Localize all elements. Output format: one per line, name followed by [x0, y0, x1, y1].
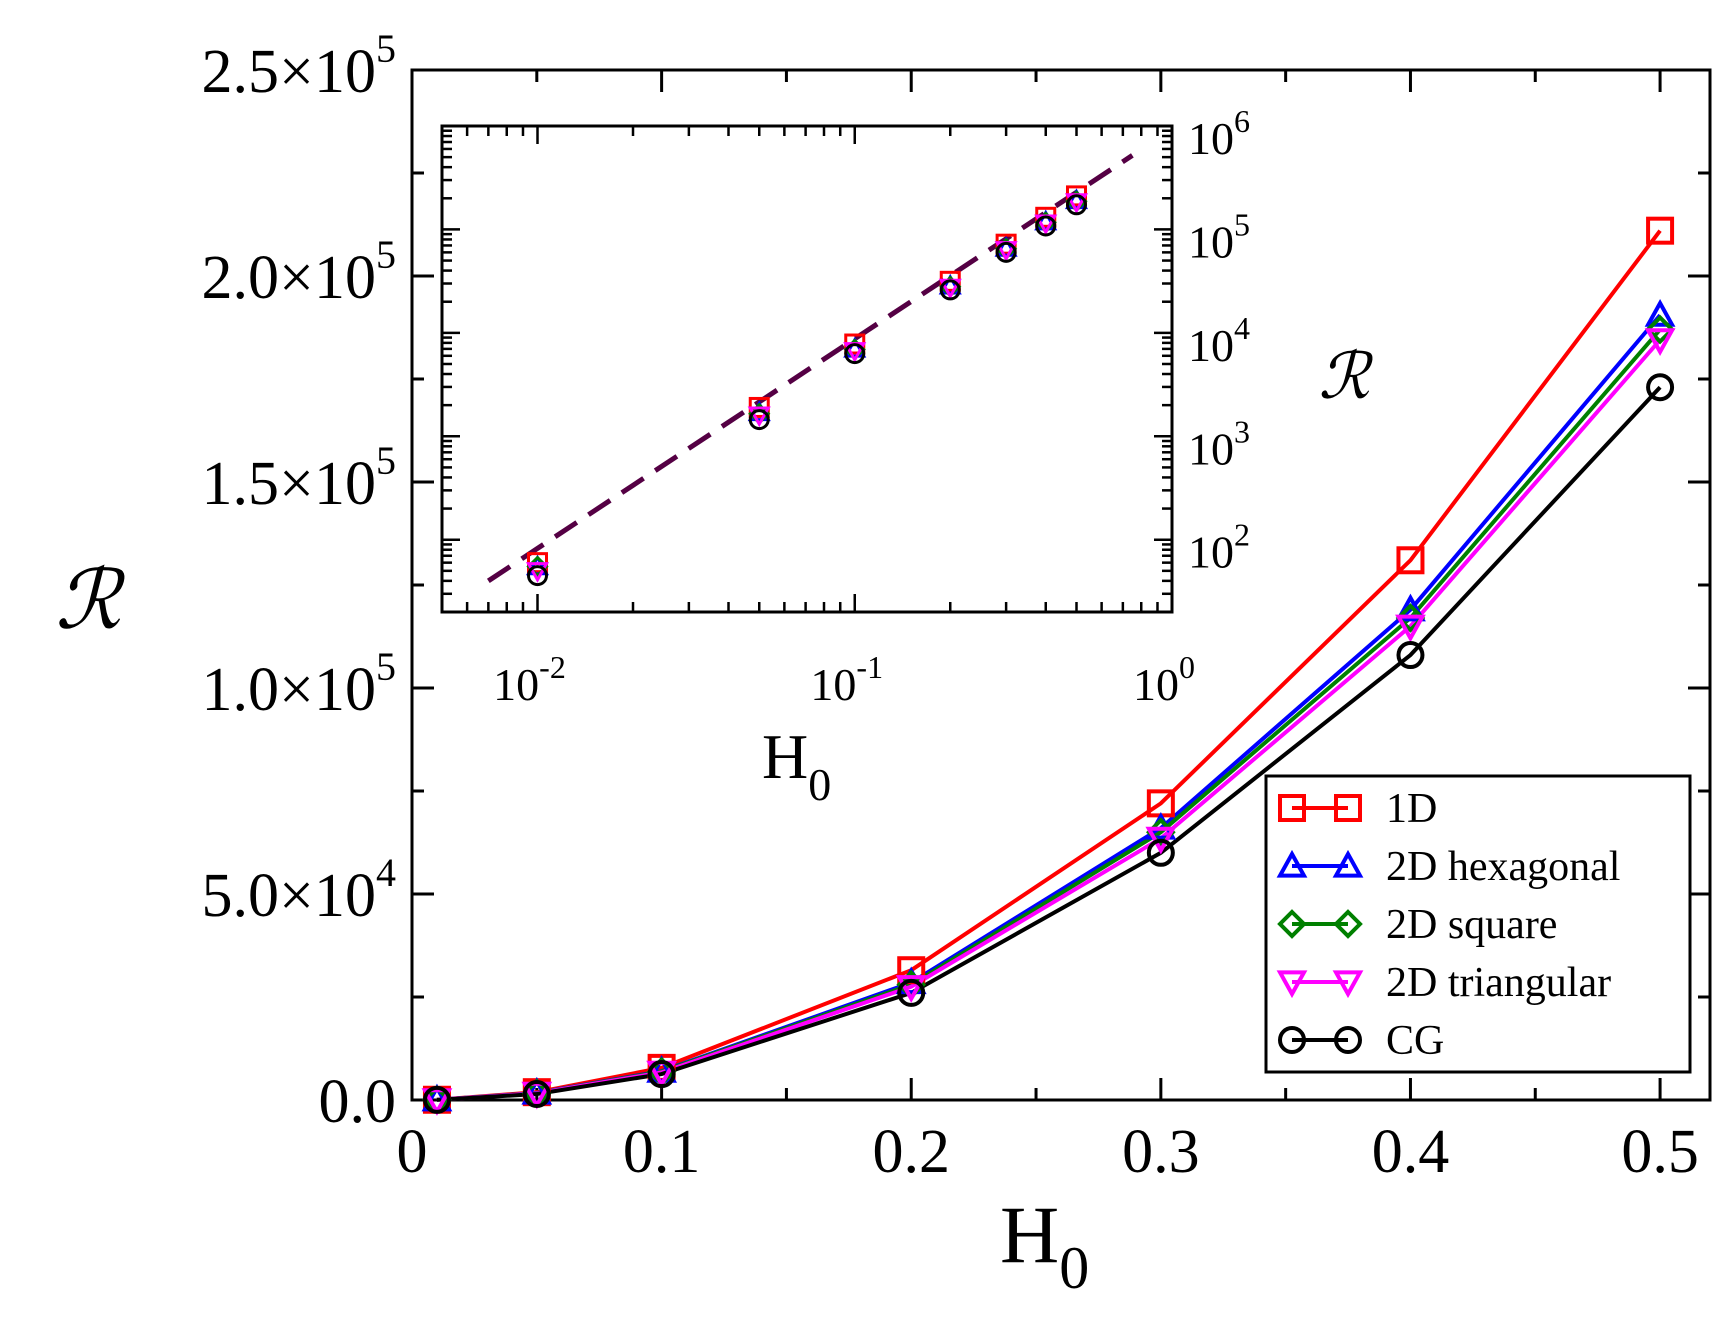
- main-x-tick-label: 0.3: [1122, 1118, 1200, 1186]
- inset-point-cg: [748, 409, 770, 431]
- inset-point-2d-hexagonal: [994, 236, 1018, 257]
- inset-x-axis-label: H0: [762, 721, 831, 810]
- main-y-tick-label: 5.0×104: [202, 850, 396, 930]
- inset-point-2d-hexagonal: [843, 336, 867, 358]
- legend-marker-2d-hexagonal: [1276, 849, 1308, 878]
- main-point-2d-triangular: [1145, 826, 1177, 855]
- main-point-2d-triangular: [1644, 328, 1676, 356]
- legend-marker-1d: [1334, 794, 1362, 822]
- main-point-2d-triangular: [421, 1088, 453, 1116]
- main-x-tick-label: 0: [397, 1118, 428, 1186]
- inset-y-tick-label: 102: [1188, 517, 1250, 578]
- inset-point-2d-triangular: [747, 406, 771, 428]
- inset-point-cg: [1065, 194, 1087, 216]
- legend-label-cg: CG: [1386, 1018, 1444, 1064]
- main-point-2d-hexagonal: [1395, 593, 1426, 622]
- inset-y-tick-label: 105: [1188, 206, 1250, 267]
- main-y-tick-label: 2.5×105: [202, 26, 396, 106]
- inset-y-axis-label: ℛ: [1318, 340, 1373, 414]
- inset-x-tick-label: 10-1: [810, 649, 883, 710]
- main-point-cg: [647, 1060, 676, 1089]
- main-y-tick-label: 1.0×105: [202, 644, 396, 724]
- inset-y-tick-label: 103: [1188, 413, 1250, 474]
- main-point-1d: [1396, 546, 1425, 575]
- legend-marker-2d-square: [1277, 909, 1307, 939]
- inset-point-cg: [844, 343, 866, 365]
- main-point-cg: [422, 1085, 451, 1114]
- legend-marker-cg: [1278, 1026, 1306, 1054]
- legend-marker-2d-triangular: [1276, 970, 1308, 999]
- main-y-tick-label: 1.5×105: [202, 438, 396, 518]
- main-point-cg: [897, 978, 926, 1007]
- main-point-cg: [1396, 641, 1425, 670]
- legend-marker-1d: [1278, 794, 1306, 822]
- main-point-2d-hexagonal: [1644, 299, 1676, 327]
- legend-label-2d-hexagonal: 2D hexagonal: [1386, 844, 1620, 890]
- legend-marker-2d-square: [1333, 909, 1363, 939]
- inset-y-tick-label: 106: [1188, 103, 1250, 164]
- main-y-axis-label: ℛ: [55, 553, 126, 648]
- main-x-tick-label: 0.1: [623, 1118, 701, 1186]
- legend-marker-cg: [1334, 1026, 1362, 1054]
- inset-point-2d-hexagonal: [1064, 188, 1089, 210]
- main-x-tick-label: 0.2: [872, 1118, 950, 1186]
- inset-point-cg: [995, 241, 1017, 263]
- main-point-cg: [1646, 373, 1675, 402]
- main-y-tick-label: 2.0×105: [202, 232, 396, 312]
- main-point-cg: [1146, 838, 1175, 867]
- main-x-tick-label: 0.4: [1372, 1118, 1450, 1186]
- main-x-axis-label: H0: [1000, 1189, 1089, 1301]
- main-point-2d-square: [1645, 314, 1675, 345]
- inset-point-2d-hexagonal: [938, 273, 962, 295]
- main-x-tick-label: 0.5: [1621, 1118, 1699, 1186]
- legend-label-2d-triangular: 2D triangular: [1386, 960, 1611, 1006]
- inset-y-tick-label: 104: [1188, 310, 1250, 371]
- inset-x-tick-label: 100: [1133, 649, 1195, 710]
- main-point-2d-triangular: [895, 975, 927, 1003]
- legend-label-2d-square: 2D square: [1386, 902, 1557, 948]
- main-point-1d: [1646, 216, 1675, 245]
- main-point-cg: [522, 1080, 551, 1109]
- inset-point-cg: [527, 565, 549, 587]
- legend-label-1d: 1D: [1386, 786, 1437, 832]
- inset-point-2d-hexagonal: [1034, 209, 1058, 231]
- main-y-tick-label: 0.0: [319, 1068, 397, 1136]
- inset-point-2d-triangular: [525, 562, 550, 583]
- legend-marker-2d-hexagonal: [1332, 849, 1364, 878]
- inset-point-cg: [1035, 215, 1057, 237]
- main-point-2d-triangular: [1395, 614, 1426, 643]
- inset-fit-line: [486, 153, 1134, 583]
- inset-x-tick-label: 10-2: [493, 649, 566, 710]
- legend-marker-2d-triangular: [1332, 970, 1364, 999]
- inset-point-cg: [939, 279, 961, 301]
- main-point-2d-square: [1395, 603, 1426, 633]
